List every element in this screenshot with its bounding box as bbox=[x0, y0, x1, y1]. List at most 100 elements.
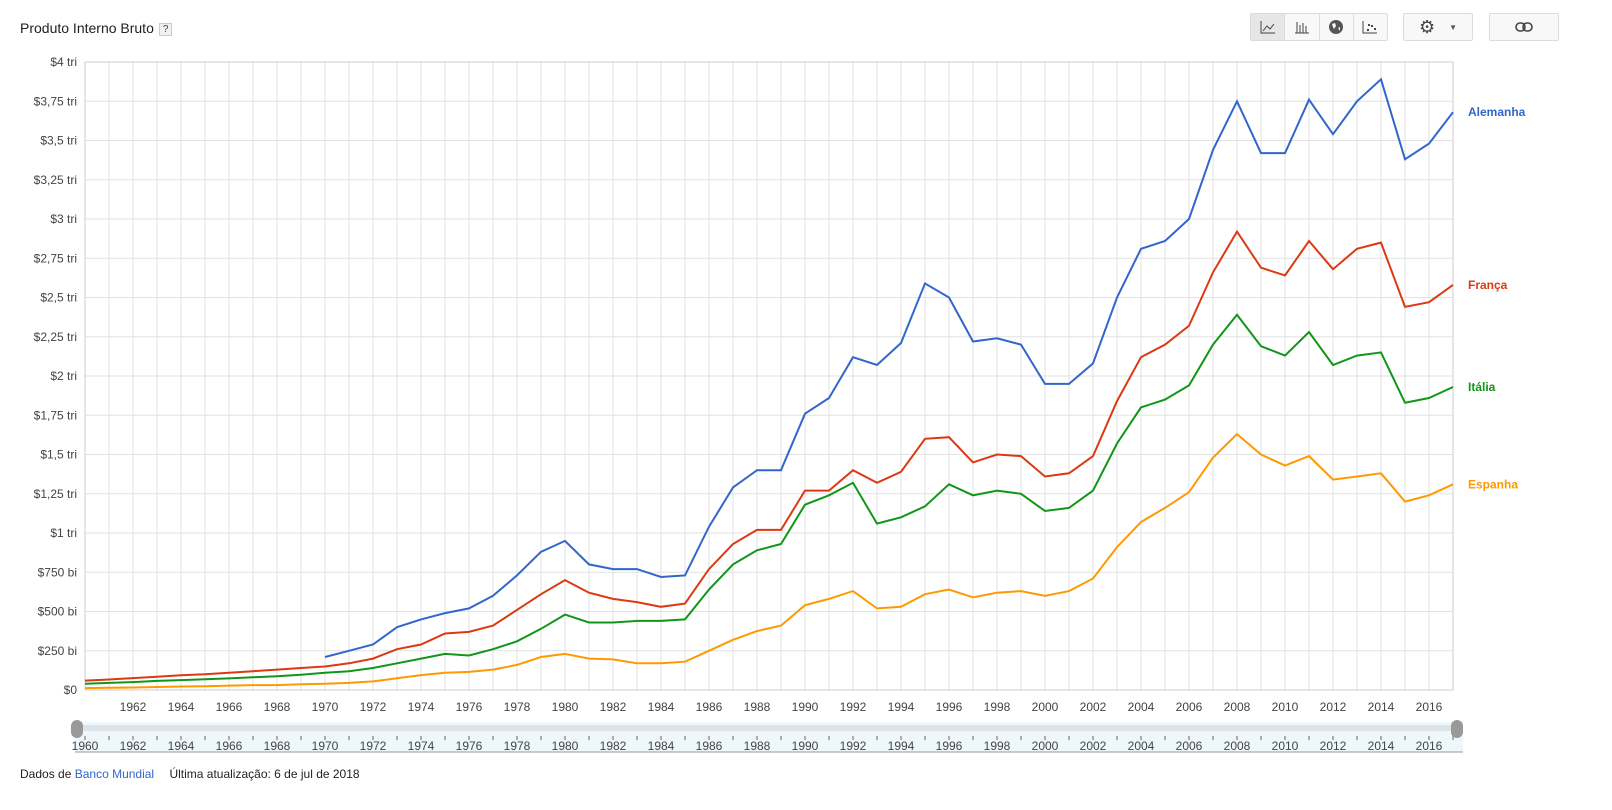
timeline-label: 1988 bbox=[744, 739, 771, 753]
y-tick-label: $1,75 tri bbox=[34, 408, 77, 422]
y-tick-label: $750 bi bbox=[38, 565, 77, 579]
timeline-label: 2006 bbox=[1176, 739, 1203, 753]
x-tick-label: 1976 bbox=[456, 700, 483, 714]
y-tick-label: $500 bi bbox=[38, 605, 77, 619]
timeline-label: 2002 bbox=[1080, 739, 1107, 753]
x-tick-label: 1966 bbox=[216, 700, 243, 714]
map-chart-button[interactable] bbox=[1320, 14, 1354, 40]
timeline-label: 2004 bbox=[1128, 739, 1155, 753]
y-tick-label: $0 bbox=[64, 683, 78, 697]
timeline-label: 1960 bbox=[72, 739, 99, 753]
x-tick-label: 1990 bbox=[792, 700, 819, 714]
bar-chart-button[interactable] bbox=[1285, 14, 1320, 40]
x-tick-label: 2008 bbox=[1224, 700, 1251, 714]
gdp-line-chart: $0 $250 bi $500 bi $750 bi $1 tri $1,25 tri $1… bbox=[34, 55, 1526, 753]
timeline-label: 1986 bbox=[696, 739, 723, 753]
x-tick-label: 1972 bbox=[360, 700, 387, 714]
x-tick-label: 2016 bbox=[1416, 700, 1443, 714]
timeline-label: 2000 bbox=[1032, 739, 1059, 753]
timeline-label: 1972 bbox=[360, 739, 387, 753]
timeline-start-handle[interactable] bbox=[71, 720, 83, 738]
timeline-label: 1964 bbox=[168, 739, 195, 753]
x-tick-label: 1962 bbox=[120, 700, 147, 714]
series-label: Alemanha bbox=[1468, 105, 1526, 119]
series-label: França bbox=[1468, 278, 1508, 292]
x-tick-label: 1996 bbox=[936, 700, 963, 714]
timeline-label: 1984 bbox=[648, 739, 675, 753]
x-tick-label: 2010 bbox=[1272, 700, 1299, 714]
plot-frame bbox=[84, 61, 1454, 691]
series-line-itália bbox=[84, 313, 1454, 685]
gear-icon: ⚙ bbox=[1418, 16, 1436, 37]
timeline-label: 1962 bbox=[120, 739, 147, 753]
y-tick-label: $4 tri bbox=[50, 55, 77, 69]
timeline-label: 1978 bbox=[504, 739, 531, 753]
timeline-label: 1968 bbox=[264, 739, 291, 753]
y-tick-label: $3 tri bbox=[50, 212, 77, 226]
y-tick-label: $2,5 tri bbox=[40, 291, 77, 305]
x-tick-label: 2006 bbox=[1176, 700, 1203, 714]
timeline-label: 1974 bbox=[408, 739, 435, 753]
source-link[interactable]: Banco Mundial bbox=[74, 767, 155, 781]
scatter-chart-button[interactable] bbox=[1354, 14, 1387, 40]
x-tick-label: 2012 bbox=[1320, 700, 1347, 714]
x-tick-label: 2004 bbox=[1128, 700, 1155, 714]
y-tick-label: $1,25 tri bbox=[34, 487, 77, 501]
bar-chart-icon bbox=[1294, 22, 1309, 34]
y-tick-label: $2 tri bbox=[50, 369, 77, 383]
x-tick-label: 1984 bbox=[648, 700, 675, 714]
footer: Dados de Banco Mundial Última atualizaçã… bbox=[20, 767, 360, 781]
x-tick-label: 1988 bbox=[744, 700, 771, 714]
x-tick-label: 1982 bbox=[600, 700, 627, 714]
timeline-label: 2016 bbox=[1416, 739, 1443, 753]
timeline-label: 1976 bbox=[456, 739, 483, 753]
link-button[interactable] bbox=[1489, 13, 1559, 41]
timeline-label: 1998 bbox=[984, 739, 1011, 753]
timeline-label: 1992 bbox=[840, 739, 867, 753]
y-tick-label: $1 tri bbox=[50, 526, 77, 540]
y-tick-label: $2,25 tri bbox=[34, 330, 77, 344]
timeline-label: 2012 bbox=[1320, 739, 1347, 753]
y-tick-label: $3,75 tri bbox=[34, 94, 77, 108]
x-tick-label: 1968 bbox=[264, 700, 291, 714]
series-label: Espanha bbox=[1468, 477, 1518, 491]
timeline-label: 1982 bbox=[600, 739, 627, 753]
x-tick-label: 2002 bbox=[1080, 700, 1107, 714]
globe-map-icon bbox=[1329, 20, 1344, 34]
line-chart-icon bbox=[1260, 21, 1275, 34]
x-tick-label: 1978 bbox=[504, 700, 531, 714]
timeline-label: 1966 bbox=[216, 739, 243, 753]
series-line-alemanha bbox=[324, 77, 1454, 658]
x-tick-label: 1994 bbox=[888, 700, 915, 714]
timeline-label: 2008 bbox=[1224, 739, 1251, 753]
x-tick-label: 1980 bbox=[552, 700, 579, 714]
scatter-chart-icon bbox=[1362, 21, 1378, 34]
link-icon bbox=[1515, 22, 1533, 32]
timeline-end-handle[interactable] bbox=[1451, 720, 1463, 738]
y-tick-label: $3,5 tri bbox=[40, 134, 77, 148]
series-line-espanha bbox=[84, 432, 1454, 690]
x-tick-label: 2014 bbox=[1368, 700, 1395, 714]
view-switcher bbox=[1250, 13, 1388, 41]
timeline-label: 2014 bbox=[1368, 739, 1395, 753]
line-chart-button[interactable] bbox=[1251, 14, 1286, 40]
timeline-label: 1980 bbox=[552, 739, 579, 753]
x-tick-label: 1998 bbox=[984, 700, 1011, 714]
timeline-label: 1970 bbox=[312, 739, 339, 753]
series-line-frança bbox=[84, 229, 1454, 682]
timeline-label: 1994 bbox=[888, 739, 915, 753]
x-tick-label: 1992 bbox=[840, 700, 867, 714]
settings-button[interactable]: ⚙ ▼ bbox=[1403, 13, 1473, 41]
timeline-label: 2010 bbox=[1272, 739, 1299, 753]
y-tick-label: $250 bi bbox=[38, 644, 77, 658]
timeline-label: 1996 bbox=[936, 739, 963, 753]
source-prefix: Dados de bbox=[20, 767, 72, 781]
timeline-track bbox=[75, 725, 1463, 731]
x-tick-label: 1964 bbox=[168, 700, 195, 714]
series-label: Itália bbox=[1468, 380, 1496, 394]
y-tick-label: $3,25 tri bbox=[34, 173, 77, 187]
timeline-label: 1990 bbox=[792, 739, 819, 753]
help-button[interactable]: ? bbox=[158, 22, 173, 36]
last-updated: Última atualização: 6 de jul de 2018 bbox=[169, 767, 360, 781]
y-tick-label: $1,5 tri bbox=[40, 448, 77, 462]
